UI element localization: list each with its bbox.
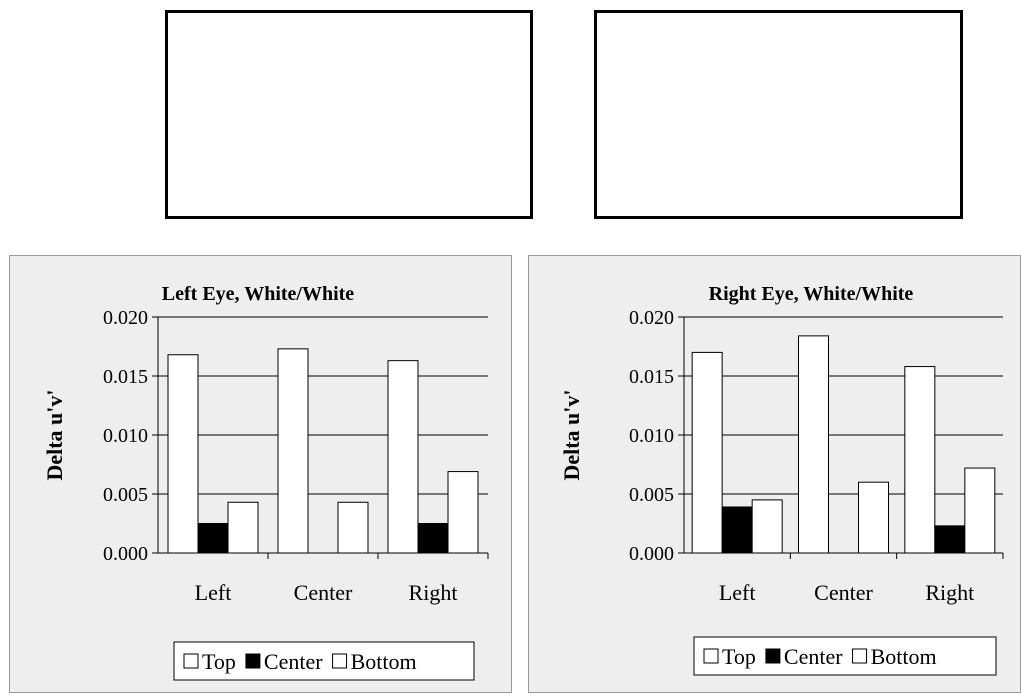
left-display-box	[165, 10, 533, 219]
left-eye-x-tick-label: Center	[294, 580, 353, 605]
right-eye-legend: Top Center Bottom	[693, 636, 997, 676]
right-eye-y-tick-label: 0.000	[629, 543, 674, 565]
left-eye-y-axis-label: Delta u'v'	[42, 389, 67, 480]
left-eye-y-tick-label: 0.010	[103, 425, 148, 447]
right-eye-bar-bottom-right	[964, 467, 996, 554]
left-eye-y-tick-label: 0.020	[103, 307, 148, 329]
right-eye-y-tick-label: 0.015	[629, 366, 674, 388]
right-eye-bar-top-left	[691, 351, 723, 554]
right-eye-y-tick-label: 0.005	[629, 484, 674, 506]
left-eye-bar-center-left	[197, 523, 229, 554]
right-eye-legend-swatch-top	[703, 648, 719, 664]
right-eye-x-tick-label: Left	[719, 580, 756, 605]
left-eye-y-tick-label: 0.015	[103, 366, 148, 388]
left-eye-y-tick-label: 0.000	[103, 543, 148, 565]
left-eye-bar-top-left	[167, 354, 199, 554]
right-eye-chart: Right Eye, White/White Delta u'v' 0.000 0.0…	[559, 283, 1004, 676]
left-eye-x-tick-label: Right	[409, 580, 458, 605]
left-eye-x-tick-label: Left	[195, 580, 232, 605]
right-eye-legend-swatch-bottom	[852, 648, 868, 664]
left-eye-legend-swatch-bottom	[332, 653, 348, 669]
right-eye-y-tick-label: 0.010	[629, 425, 674, 447]
right-eye-legend-label-top: Top	[722, 644, 756, 669]
left-eye-legend-swatch-center	[245, 653, 261, 669]
left-eye-bar-top-right	[387, 360, 419, 554]
right-eye-bar-bottom-center	[858, 481, 889, 554]
right-eye-legend-label-center: Center	[784, 644, 843, 669]
right-display-box	[594, 10, 963, 219]
left-eye-bar-bottom-center	[337, 501, 369, 554]
right-eye-legend-box	[693, 636, 997, 676]
left-eye-bar-top-center	[277, 348, 309, 554]
right-eye-x-tick-label: Right	[925, 580, 974, 605]
right-eye-bar-center-left	[721, 506, 753, 554]
left-eye-bar-bottom-right	[447, 471, 479, 554]
left-eye-legend-label-center: Center	[264, 649, 323, 674]
right-eye-bar-top-center	[798, 335, 829, 554]
right-eye-bar-center-right	[934, 525, 966, 554]
right-eye-bar-top-right	[904, 366, 936, 554]
right-eye-bar-bottom-left	[751, 499, 783, 554]
left-eye-chart: Left Eye, White/White Delta u'v' 0.000 0.00…	[42, 283, 489, 681]
left-eye-bar-bottom-left	[227, 501, 259, 554]
left-eye-y-tick-label: 0.005	[103, 484, 148, 506]
right-eye-legend-label-bottom: Bottom	[871, 644, 937, 669]
left-eye-legend: Top Center Bottom	[173, 641, 475, 681]
right-eye-chart-panel: Right Eye, White/White Delta u'v' 0.000 0.0…	[528, 255, 1021, 693]
right-eye-y-tick-label: 0.020	[629, 307, 674, 329]
left-eye-legend-label-bottom: Bottom	[351, 649, 417, 674]
left-eye-bar-center-right	[417, 523, 449, 554]
right-eye-legend-swatch-center	[765, 648, 781, 664]
left-eye-chart-title: Left Eye, White/White	[162, 283, 355, 305]
left-eye-chart-panel: Left Eye, White/White Delta u'v' 0.000 0.00…	[9, 255, 512, 693]
left-eye-legend-swatch-top	[183, 653, 199, 669]
right-eye-x-tick-label: Center	[814, 580, 873, 605]
right-eye-y-axis-label: Delta u'v'	[559, 389, 584, 480]
left-eye-legend-box	[173, 641, 475, 681]
right-eye-chart-title: Right Eye, White/White	[709, 283, 914, 305]
left-eye-legend-label-top: Top	[202, 649, 236, 674]
